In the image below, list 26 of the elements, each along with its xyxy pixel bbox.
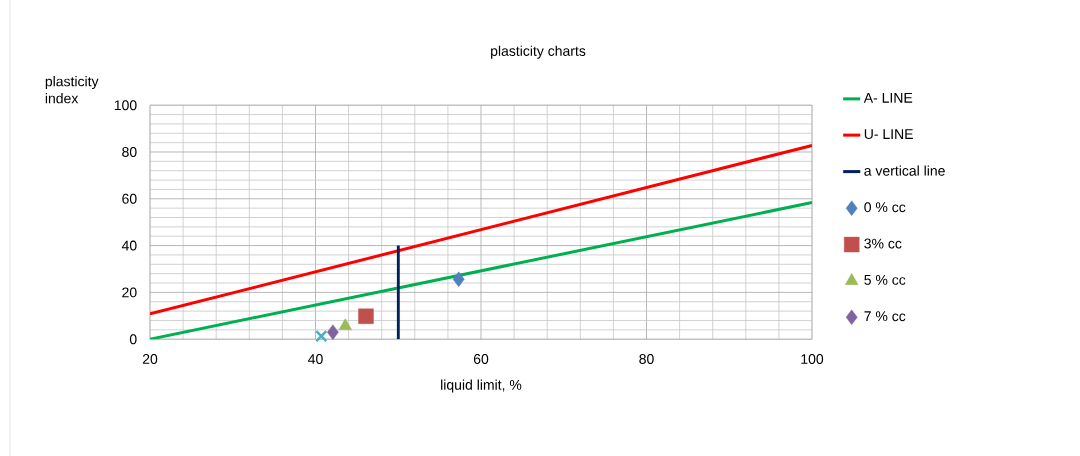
y-tick-label: 80 — [122, 146, 137, 157]
x-axis-title: liquid limit, % — [441, 379, 522, 393]
legend-label: 5 % cc — [864, 274, 906, 285]
point — [338, 318, 352, 330]
y-tick-label: 20 — [122, 287, 137, 298]
legend-label: A- LINE — [863, 92, 913, 103]
chart-title: plasticity charts — [491, 45, 586, 59]
x-tick-label: 100 — [801, 353, 824, 364]
point — [315, 329, 328, 343]
legend-label: U- LINE — [864, 129, 913, 139]
x-tick-label: 20 — [142, 353, 158, 364]
point — [452, 271, 465, 287]
y-tick-label: 40 — [121, 240, 137, 251]
y-tick-label: 100 — [114, 100, 137, 110]
x-tick-label: 60 — [473, 353, 489, 364]
point — [358, 308, 374, 324]
point — [327, 324, 339, 340]
x-tick-label: 40 — [308, 353, 323, 364]
legend-label: 0 % cc — [864, 202, 906, 212]
y-tick-label: 0 — [129, 334, 137, 344]
legend-label: 3% cc — [864, 238, 902, 249]
y-tick-label: 60 — [122, 193, 137, 204]
x-tick-label: 80 — [639, 353, 654, 364]
legend-label: a vertical line — [864, 165, 945, 176]
legend-label: 7 % cc — [864, 311, 906, 321]
y-axis-title: plasticity index — [45, 75, 99, 104]
